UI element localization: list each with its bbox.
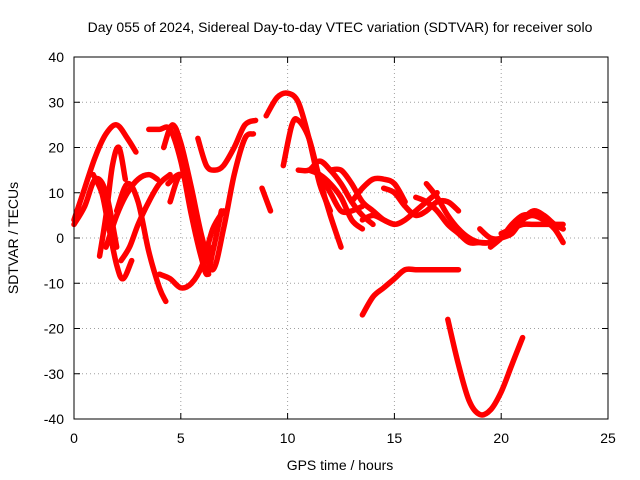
x-tick-label: 0	[70, 430, 78, 446]
x-tick-label: 25	[600, 430, 616, 446]
series-arc-30	[498, 221, 566, 237]
series-arc-10	[156, 208, 227, 291]
series-layer	[71, 90, 566, 418]
x-tick-label: 15	[387, 430, 403, 446]
series-arc-14	[259, 185, 274, 214]
series-arc-12	[167, 171, 216, 261]
series-arc-6	[113, 180, 169, 305]
y-axis-label: SDTVAR / TECUs	[5, 182, 21, 294]
series-arc-19	[316, 171, 366, 216]
grid-layer	[74, 57, 608, 419]
series-arc-21	[348, 175, 408, 205]
series-arc-7	[118, 171, 173, 264]
series-arc-29	[487, 211, 566, 250]
y-tick-label: -40	[44, 411, 64, 427]
y-tick-label: 40	[48, 49, 64, 65]
series-arc-22	[359, 266, 462, 318]
y-tick-label: 10	[48, 185, 64, 201]
y-tick-label: -20	[44, 321, 64, 337]
series-arc-2	[96, 144, 129, 259]
series-arc-24	[380, 185, 462, 219]
x-tick-label: 10	[280, 430, 296, 446]
series-arc-13	[195, 117, 259, 173]
tick-layer: 0 5 10 15 20 25 -40 -30 -20 -10 0 10 20 30 40	[44, 49, 616, 446]
y-tick-label: -30	[44, 366, 64, 382]
series-arc-16	[280, 116, 344, 250]
series-arc-3	[90, 171, 135, 282]
x-tick-label: 20	[493, 430, 509, 446]
y-tick-label: 0	[56, 230, 64, 246]
series-arc-27	[445, 316, 526, 418]
y-tick-label: 20	[48, 140, 64, 156]
y-tick-label: 30	[48, 94, 64, 110]
series-arc-4	[71, 175, 120, 250]
y-tick-label: -10	[44, 275, 64, 291]
x-axis-label: GPS time / hours	[287, 457, 394, 473]
x-tick-label: 5	[177, 430, 185, 446]
series-arc-1	[71, 122, 139, 223]
chart-title: Day 055 of 2024, Sidereal Day-to-day VTE…	[88, 19, 593, 35]
